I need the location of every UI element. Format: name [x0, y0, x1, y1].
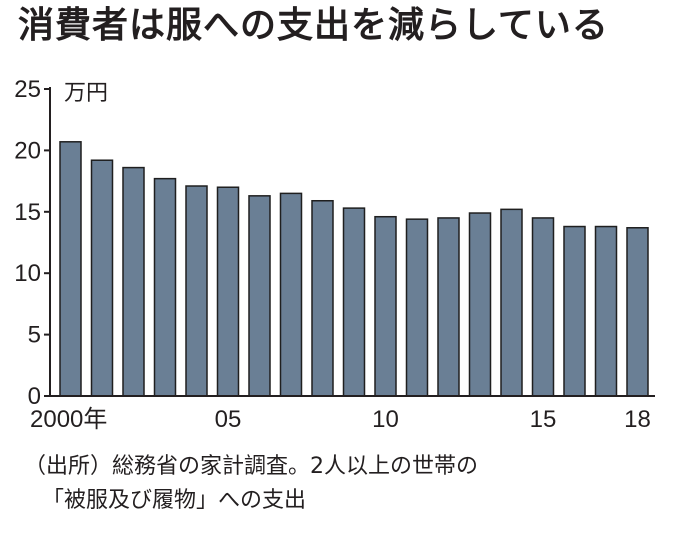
bar-2014 [500, 208, 523, 397]
bar-2017 [594, 225, 618, 397]
bar-2008 [311, 199, 334, 397]
y-unit-label: 万円 [64, 81, 108, 106]
bar-2007 [279, 192, 303, 397]
y-tick-label-25: 25 [14, 76, 41, 103]
y-tick-label-5: 5 [28, 322, 41, 349]
source-line-1: （出所）総務省の家計調査。2人以上の世帯の [24, 454, 478, 479]
bar-2001 [90, 159, 114, 397]
bar-2000 [59, 141, 82, 397]
x-tick-label-2010: 10 [372, 406, 399, 433]
y-tick-label-20: 20 [14, 137, 41, 164]
source-note: （出所）総務省の家計調査。2人以上の世帯の 「被服及び履物」への支出 [24, 450, 664, 518]
chart-title: 消費者は服への支出を減らしている [18, 5, 609, 46]
bar-2015 [531, 217, 555, 397]
bar-2004 [185, 185, 208, 397]
bar-2003 [153, 177, 177, 397]
bar-2005 [216, 186, 240, 397]
bar-2002 [122, 166, 145, 397]
x-tick-label-2015: 15 [530, 406, 557, 433]
x-tick-label-2005: 05 [215, 406, 242, 433]
bar-2010 [374, 215, 397, 397]
source-line-2: 「被服及び履物」への支出 [42, 488, 307, 513]
bar-2011 [405, 218, 429, 397]
bar-2012 [437, 217, 460, 397]
x-tick-label-2018: 18 [624, 406, 651, 433]
y-tick-label-10: 10 [14, 260, 41, 287]
y-tick-label-15: 15 [14, 199, 41, 226]
x-tick-label-2000: 2000年 [30, 406, 107, 433]
bar-2016 [563, 225, 586, 397]
y-tick-label-0: 0 [28, 383, 41, 410]
bar-2013 [468, 212, 492, 397]
bar-2009 [342, 207, 366, 397]
bar-2006 [248, 195, 271, 397]
bar-2018 [626, 227, 649, 397]
